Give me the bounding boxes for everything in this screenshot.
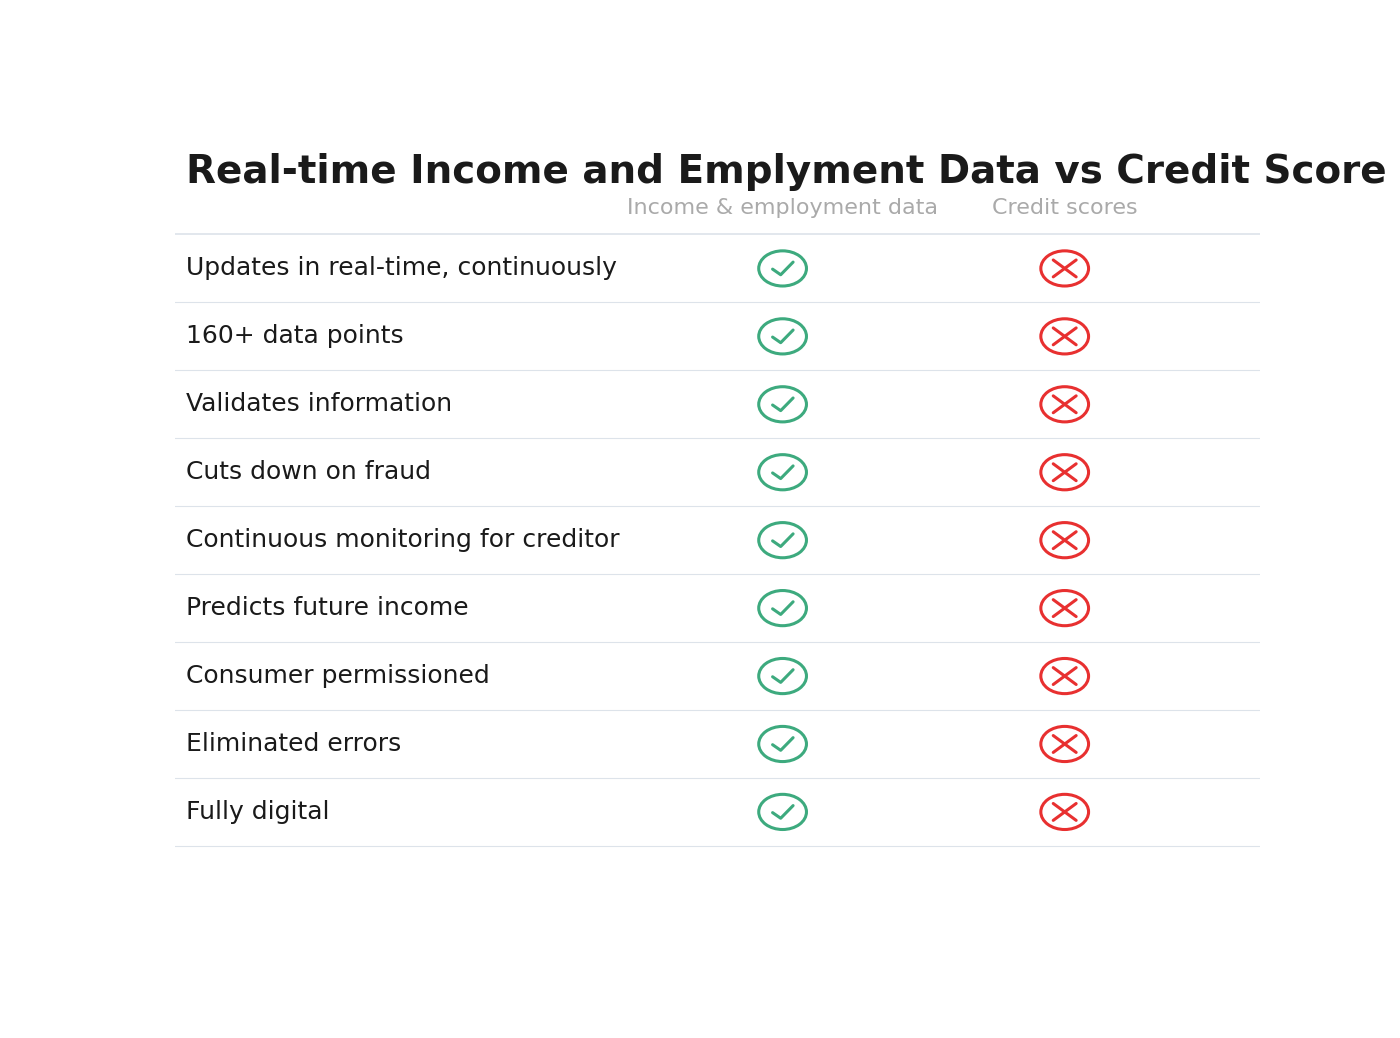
Text: Updates in real-time, continuously: Updates in real-time, continuously [186, 256, 617, 280]
Text: Fully digital: Fully digital [186, 800, 329, 824]
Text: Eliminated errors: Eliminated errors [186, 732, 402, 756]
Text: 160+ data points: 160+ data points [186, 324, 403, 349]
Text: Consumer permissioned: Consumer permissioned [186, 664, 490, 688]
Text: Continuous monitoring for creditor: Continuous monitoring for creditor [186, 528, 619, 552]
Text: Credit scores: Credit scores [991, 198, 1138, 218]
Text: Validates information: Validates information [186, 392, 452, 416]
Text: Cuts down on fraud: Cuts down on fraud [186, 460, 431, 485]
Text: Predicts future income: Predicts future income [186, 596, 469, 620]
Text: Real-time Income and Emplyment Data vs Credit Score: Real-time Income and Emplyment Data vs C… [186, 153, 1386, 191]
Text: Income & employment data: Income & employment data [627, 198, 938, 218]
